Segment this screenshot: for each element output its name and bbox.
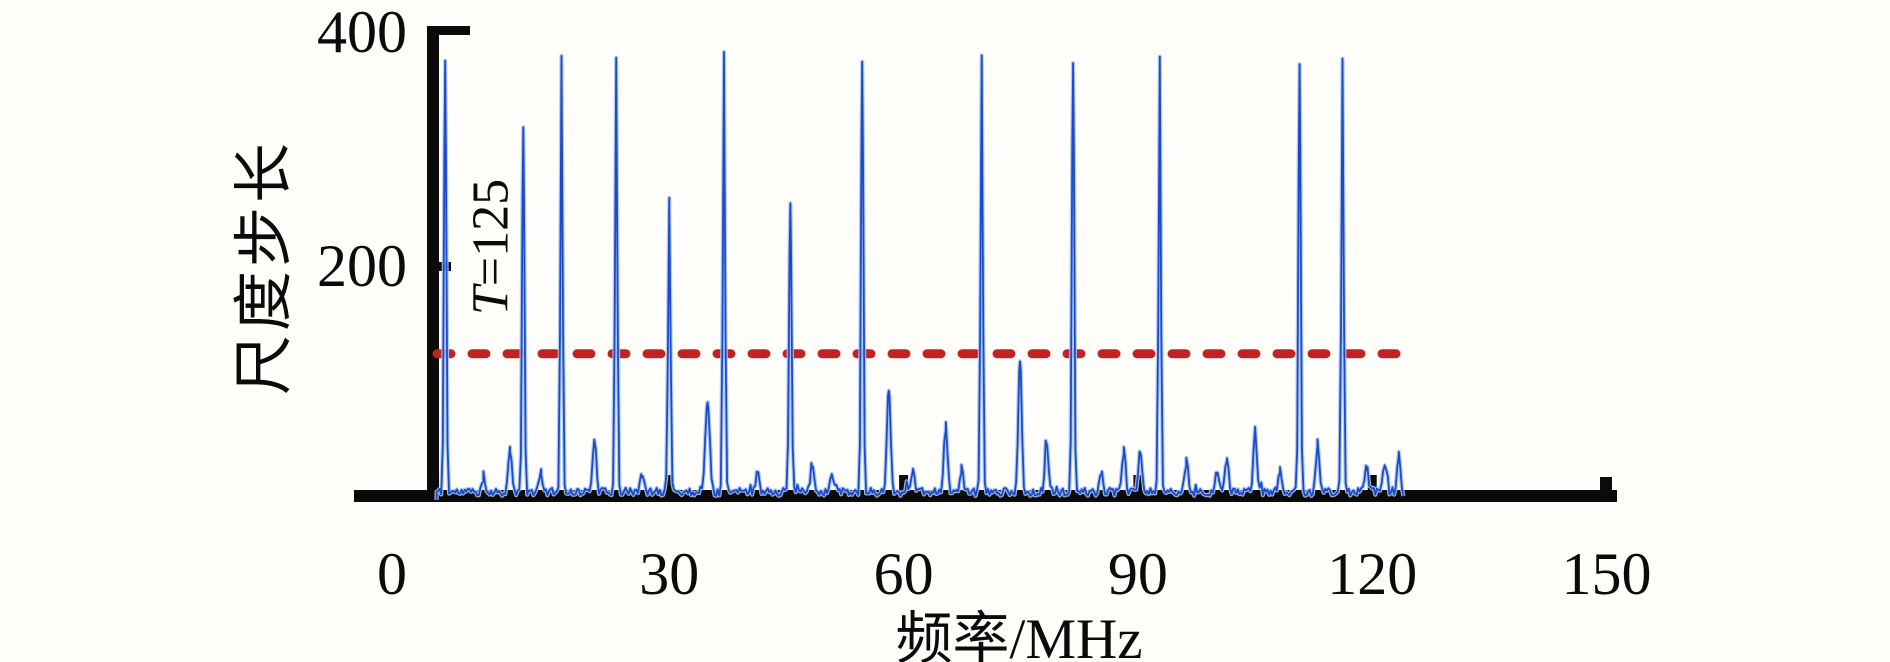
x-axis-title: 频率/MHz (895, 608, 1143, 662)
threshold-label: T=125 (462, 179, 521, 315)
x-tick-label: 120 (1327, 541, 1417, 607)
x-tick-label: 150 (1562, 541, 1652, 607)
y-tick-label: 200 (317, 233, 407, 299)
spectrum-line (435, 51, 1405, 500)
x-tick-label: 30 (639, 541, 699, 607)
x-axis-end-tick (1600, 477, 1612, 502)
y-tick-label: 400 (317, 0, 407, 65)
y-axis-spine (427, 26, 439, 502)
y-tick-top (427, 26, 470, 35)
x-axis-line (354, 490, 1617, 502)
axis-tick-labels: 0 30 60 90 120 150 200 400 (317, 0, 1652, 607)
x-tick-label: 0 (377, 541, 407, 607)
x-tick (664, 475, 674, 490)
x-tick-label: 90 (1108, 541, 1168, 607)
x-tick (899, 475, 909, 490)
x-tick (1367, 475, 1377, 490)
threshold-label-value: =125 (462, 178, 520, 287)
y-axis-title: 尺度步长 (231, 139, 298, 395)
threshold-label-variable: T (462, 286, 520, 316)
x-tick-label: 60 (874, 541, 934, 607)
